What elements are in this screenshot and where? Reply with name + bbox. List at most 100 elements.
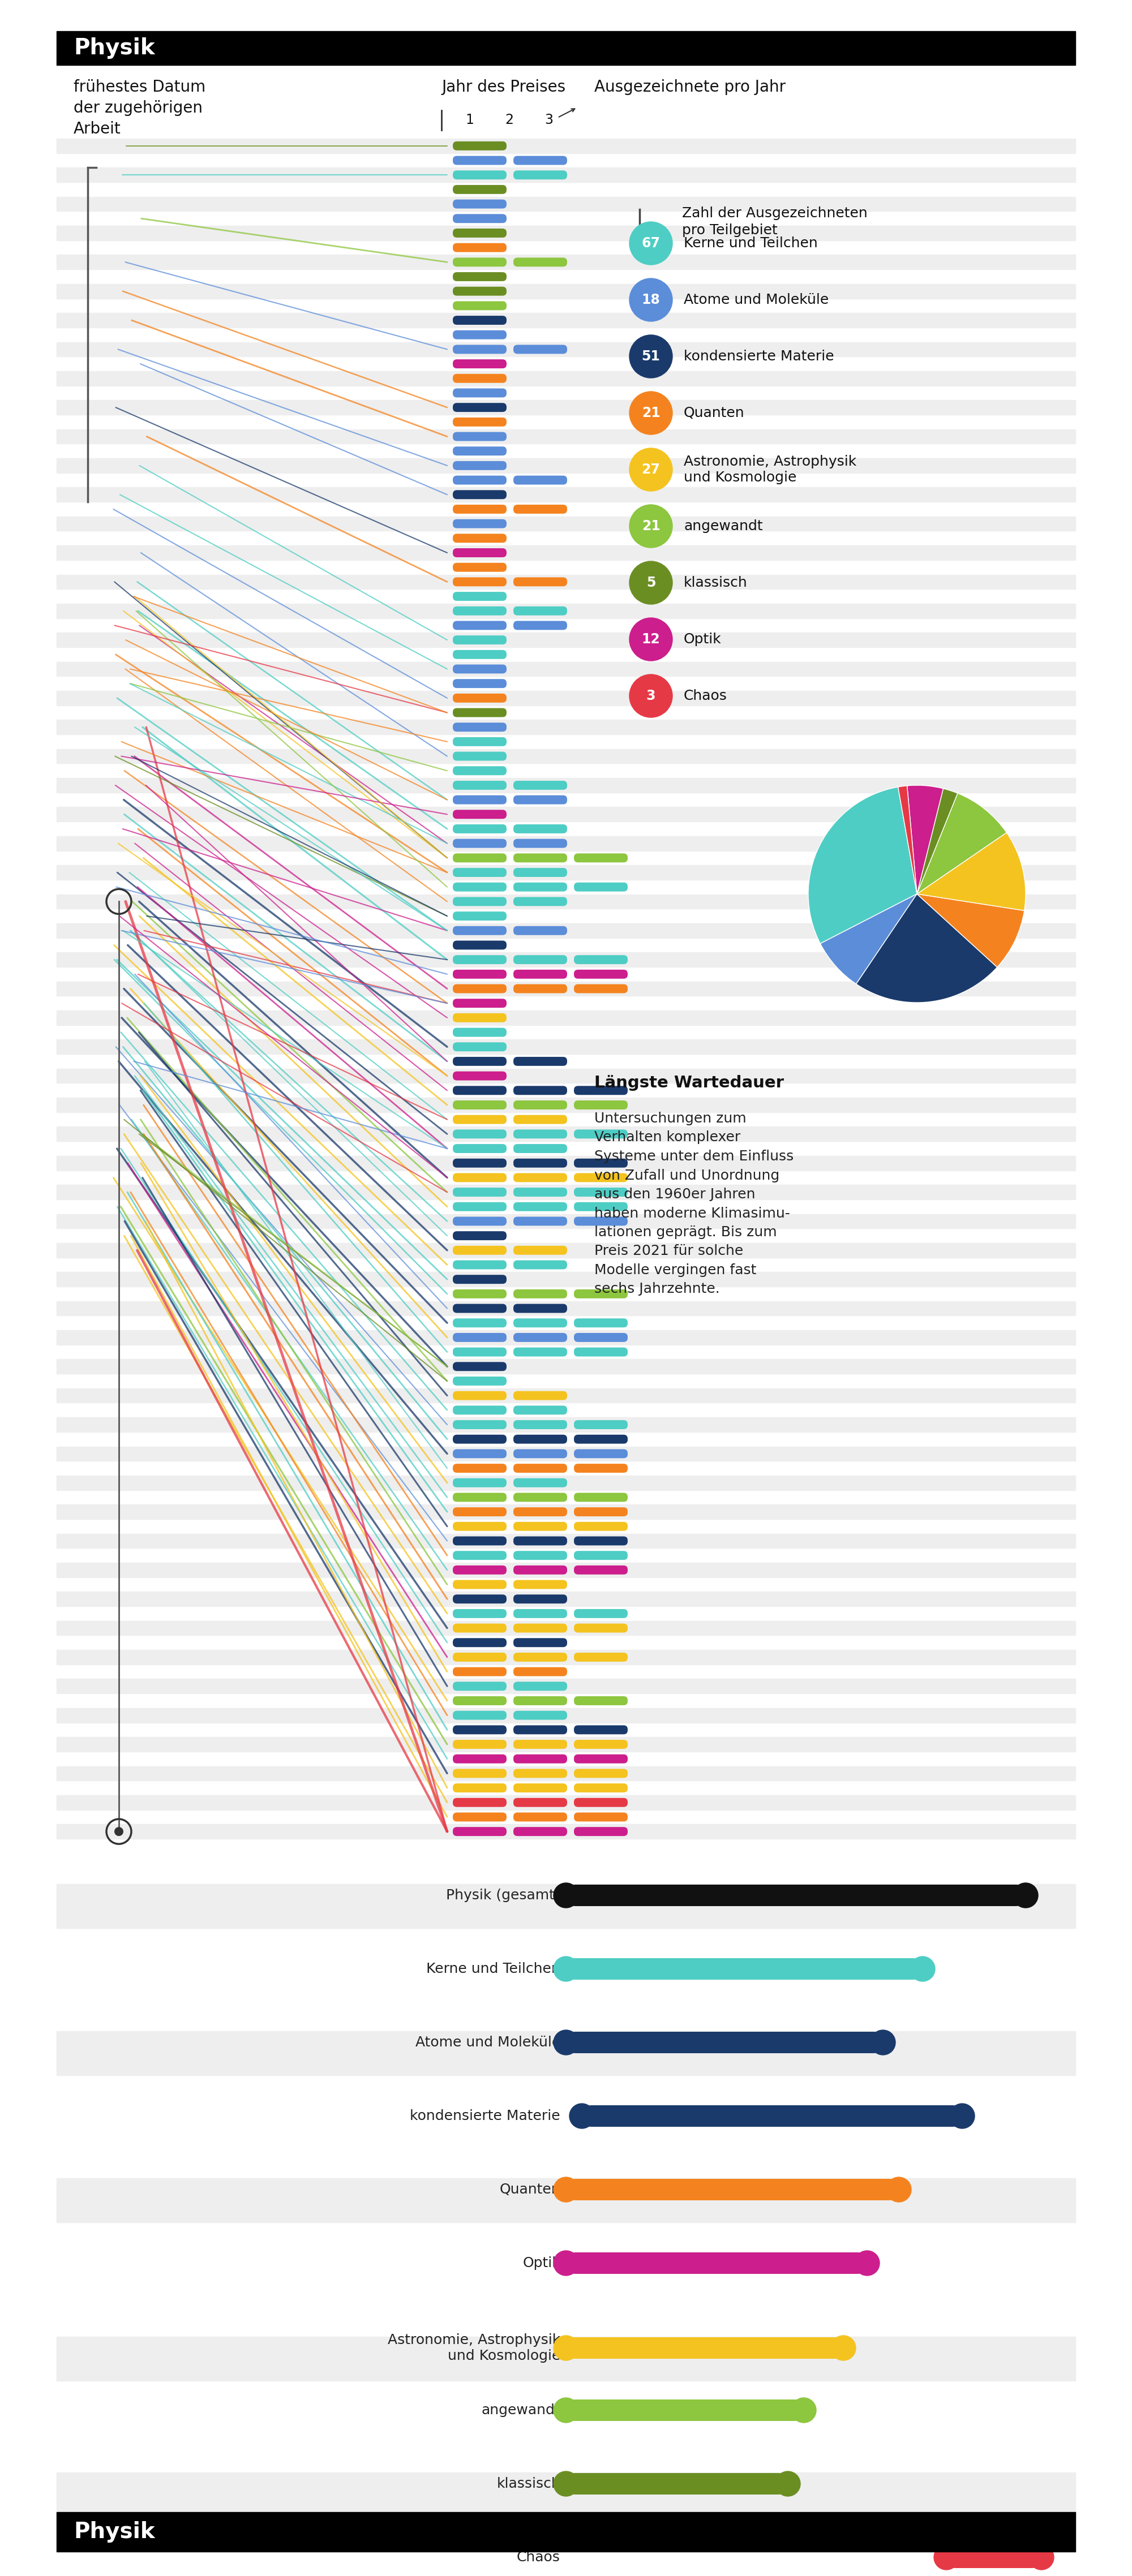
FancyBboxPatch shape bbox=[453, 198, 507, 209]
FancyBboxPatch shape bbox=[514, 956, 567, 963]
FancyBboxPatch shape bbox=[453, 796, 507, 804]
FancyBboxPatch shape bbox=[946, 2548, 1041, 2568]
Circle shape bbox=[831, 2336, 856, 2360]
FancyBboxPatch shape bbox=[453, 1770, 507, 1777]
FancyBboxPatch shape bbox=[574, 1522, 627, 1530]
FancyBboxPatch shape bbox=[453, 1144, 507, 1154]
FancyBboxPatch shape bbox=[453, 1291, 507, 1298]
FancyBboxPatch shape bbox=[574, 1610, 627, 1618]
FancyBboxPatch shape bbox=[514, 1638, 567, 1646]
FancyBboxPatch shape bbox=[453, 1363, 507, 1370]
FancyBboxPatch shape bbox=[566, 2473, 788, 2494]
Bar bbox=[57, 1041, 1075, 1054]
FancyBboxPatch shape bbox=[453, 1798, 507, 1806]
Text: 51: 51 bbox=[642, 350, 660, 363]
FancyBboxPatch shape bbox=[514, 781, 567, 791]
Bar bbox=[57, 603, 1075, 618]
Bar bbox=[57, 2512, 1075, 2553]
FancyBboxPatch shape bbox=[453, 1826, 507, 1837]
FancyBboxPatch shape bbox=[453, 1188, 507, 1198]
FancyBboxPatch shape bbox=[574, 1450, 627, 1458]
Bar bbox=[57, 31, 1075, 64]
FancyBboxPatch shape bbox=[574, 1100, 627, 1110]
FancyBboxPatch shape bbox=[453, 1332, 507, 1342]
Bar bbox=[57, 1767, 1075, 1780]
FancyBboxPatch shape bbox=[514, 868, 567, 876]
FancyBboxPatch shape bbox=[514, 1770, 567, 1777]
FancyBboxPatch shape bbox=[566, 2398, 804, 2421]
FancyBboxPatch shape bbox=[574, 853, 627, 863]
Bar bbox=[57, 1360, 1075, 1373]
FancyBboxPatch shape bbox=[514, 1056, 567, 1066]
Bar bbox=[57, 1244, 1075, 1257]
Bar bbox=[57, 953, 1075, 966]
FancyBboxPatch shape bbox=[453, 1087, 507, 1095]
FancyBboxPatch shape bbox=[574, 1419, 627, 1430]
FancyBboxPatch shape bbox=[574, 1535, 627, 1546]
Text: 3: 3 bbox=[544, 113, 554, 126]
FancyBboxPatch shape bbox=[453, 1260, 507, 1270]
Circle shape bbox=[629, 448, 672, 492]
Bar bbox=[57, 1329, 1075, 1345]
FancyBboxPatch shape bbox=[514, 1535, 567, 1546]
FancyBboxPatch shape bbox=[453, 505, 507, 513]
Wedge shape bbox=[917, 793, 1006, 894]
Circle shape bbox=[629, 675, 672, 716]
FancyBboxPatch shape bbox=[514, 1623, 567, 1633]
FancyBboxPatch shape bbox=[514, 824, 567, 835]
Bar bbox=[57, 1476, 1075, 1489]
Bar bbox=[57, 430, 1075, 443]
FancyBboxPatch shape bbox=[574, 984, 627, 994]
FancyBboxPatch shape bbox=[514, 1260, 567, 1270]
FancyBboxPatch shape bbox=[574, 1319, 627, 1327]
Bar bbox=[57, 1564, 1075, 1577]
Text: angewandt: angewandt bbox=[481, 2403, 560, 2416]
Text: frühestes Datum
der zugehörigen
Arbeit: frühestes Datum der zugehörigen Arbeit bbox=[74, 80, 206, 137]
Bar bbox=[57, 515, 1075, 531]
FancyBboxPatch shape bbox=[566, 2179, 899, 2200]
Circle shape bbox=[114, 1826, 123, 1837]
Text: angewandt: angewandt bbox=[684, 520, 763, 533]
FancyBboxPatch shape bbox=[574, 1159, 627, 1167]
FancyBboxPatch shape bbox=[574, 1551, 627, 1561]
FancyBboxPatch shape bbox=[453, 824, 507, 835]
Text: Astronomie, Astrophysik
und Kosmologie: Astronomie, Astrophysik und Kosmologie bbox=[684, 456, 857, 484]
FancyBboxPatch shape bbox=[453, 185, 507, 193]
Text: kondensierte Materie: kondensierte Materie bbox=[684, 350, 834, 363]
FancyBboxPatch shape bbox=[453, 884, 507, 891]
FancyBboxPatch shape bbox=[574, 1695, 627, 1705]
Circle shape bbox=[791, 2398, 816, 2421]
FancyBboxPatch shape bbox=[514, 605, 567, 616]
FancyBboxPatch shape bbox=[514, 345, 567, 353]
Circle shape bbox=[629, 618, 672, 662]
FancyBboxPatch shape bbox=[514, 1494, 567, 1502]
FancyBboxPatch shape bbox=[514, 1435, 567, 1443]
Bar bbox=[57, 1620, 1075, 1636]
FancyBboxPatch shape bbox=[453, 781, 507, 791]
Text: Untersuchungen zum
Verhalten komplexer
Systeme unter dem Einfluss
von Zufall und: Untersuchungen zum Verhalten komplexer S… bbox=[594, 1113, 794, 1296]
FancyBboxPatch shape bbox=[453, 1667, 507, 1677]
Bar bbox=[57, 227, 1075, 240]
FancyBboxPatch shape bbox=[453, 1566, 507, 1574]
Bar bbox=[57, 1736, 1075, 1752]
FancyBboxPatch shape bbox=[453, 752, 507, 760]
Text: Quanten: Quanten bbox=[684, 407, 745, 420]
FancyBboxPatch shape bbox=[453, 1115, 507, 1123]
Circle shape bbox=[871, 2030, 895, 2056]
FancyBboxPatch shape bbox=[453, 1739, 507, 1749]
FancyBboxPatch shape bbox=[566, 2336, 843, 2360]
Bar bbox=[57, 1592, 1075, 1607]
FancyBboxPatch shape bbox=[453, 969, 507, 979]
Circle shape bbox=[554, 2177, 578, 2202]
FancyBboxPatch shape bbox=[453, 1535, 507, 1546]
Bar bbox=[57, 1157, 1075, 1170]
FancyBboxPatch shape bbox=[453, 317, 507, 325]
FancyBboxPatch shape bbox=[453, 1319, 507, 1327]
FancyBboxPatch shape bbox=[453, 984, 507, 994]
Bar bbox=[57, 1273, 1075, 1285]
Circle shape bbox=[554, 1883, 578, 1909]
Bar bbox=[57, 981, 1075, 997]
FancyBboxPatch shape bbox=[514, 1798, 567, 1806]
FancyBboxPatch shape bbox=[514, 505, 567, 513]
Text: Physik (gesamt): Physik (gesamt) bbox=[446, 1888, 560, 1901]
